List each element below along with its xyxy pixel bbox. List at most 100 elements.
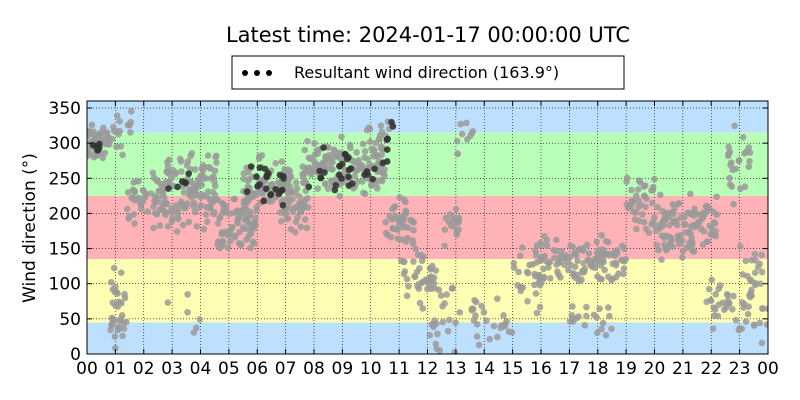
data-point	[299, 173, 307, 180]
data-point	[277, 218, 285, 225]
data-point	[621, 258, 628, 265]
data-point	[526, 261, 533, 269]
data-point	[640, 192, 648, 199]
data-point	[256, 164, 264, 172]
data-point	[214, 220, 222, 227]
data-point	[729, 305, 736, 313]
data-point	[612, 261, 620, 269]
data-point	[378, 128, 386, 136]
x-tick-label: 00	[757, 359, 779, 379]
data-point	[656, 191, 664, 199]
x-tick-label: 20	[644, 359, 666, 379]
data-point	[598, 325, 605, 333]
x-tick-label: 05	[218, 359, 240, 379]
data-point	[715, 285, 722, 292]
data-point	[532, 273, 539, 280]
data-point	[615, 270, 622, 277]
data-point	[587, 261, 595, 269]
data-point	[756, 319, 764, 327]
data-point	[746, 149, 754, 156]
data-point	[398, 213, 406, 220]
data-point	[280, 175, 287, 182]
data-point	[252, 215, 259, 222]
x-tick-label: 01	[105, 359, 127, 379]
data-point	[657, 221, 665, 228]
data-point	[741, 300, 748, 308]
data-point	[191, 208, 199, 216]
data-point	[162, 178, 170, 186]
data-point	[246, 227, 254, 234]
data-point	[230, 195, 238, 203]
data-point	[453, 137, 461, 145]
data-points	[87, 108, 768, 354]
data-point	[111, 333, 119, 340]
data-point	[103, 130, 110, 138]
data-point	[691, 205, 698, 212]
data-point	[744, 310, 752, 318]
data-point	[536, 239, 544, 247]
data-point	[354, 178, 362, 185]
data-point	[711, 306, 719, 313]
data-point	[751, 269, 759, 276]
data-point	[410, 219, 418, 226]
data-point	[419, 305, 427, 312]
data-point	[416, 299, 424, 307]
data-point	[633, 225, 640, 233]
data-point	[284, 166, 292, 173]
data-point	[475, 341, 483, 349]
x-tick-label: 23	[729, 359, 751, 379]
data-point	[224, 244, 232, 252]
data-point	[289, 208, 297, 216]
data-point	[473, 333, 481, 340]
data-point	[186, 191, 193, 199]
data-point	[623, 178, 630, 185]
y-tick-label: 50	[59, 310, 81, 330]
data-point	[184, 158, 192, 165]
data-point	[697, 225, 705, 232]
data-point	[214, 196, 222, 204]
data-point	[426, 331, 434, 339]
data-point	[120, 325, 128, 333]
data-point	[214, 241, 222, 248]
data-point	[219, 200, 226, 207]
data-point	[307, 165, 314, 173]
data-point	[596, 305, 603, 312]
data-point	[279, 201, 287, 209]
data-point	[524, 269, 532, 277]
x-tick-label: 13	[445, 359, 467, 379]
data-point	[634, 186, 642, 193]
data-point	[708, 231, 716, 239]
data-point	[567, 242, 574, 250]
data-point	[726, 174, 733, 182]
data-point	[468, 305, 476, 313]
data-point	[578, 276, 585, 283]
data-point	[164, 299, 172, 306]
data-point	[758, 339, 766, 347]
data-point	[367, 181, 375, 189]
data-point	[303, 224, 311, 232]
data-point	[345, 173, 352, 181]
data-point	[625, 202, 633, 210]
data-point	[187, 152, 194, 160]
data-point	[199, 171, 206, 179]
data-point	[445, 316, 453, 324]
data-point	[648, 187, 655, 194]
y-tick-label: 250	[49, 169, 81, 189]
data-point	[216, 214, 224, 221]
data-point	[359, 178, 366, 185]
data-point	[203, 192, 210, 200]
data-point	[379, 159, 387, 167]
x-tick-label: 00	[76, 359, 98, 379]
data-point	[255, 153, 263, 160]
data-point	[356, 160, 363, 168]
chart-title: Latest time: 2024-01-17 00:00:00 UTC	[226, 23, 630, 47]
data-point	[123, 318, 130, 326]
data-point	[723, 291, 731, 298]
data-point	[584, 256, 591, 264]
data-point	[338, 160, 346, 168]
data-point	[546, 275, 554, 282]
data-point	[150, 203, 157, 210]
data-point	[247, 163, 255, 170]
data-point	[353, 149, 360, 156]
